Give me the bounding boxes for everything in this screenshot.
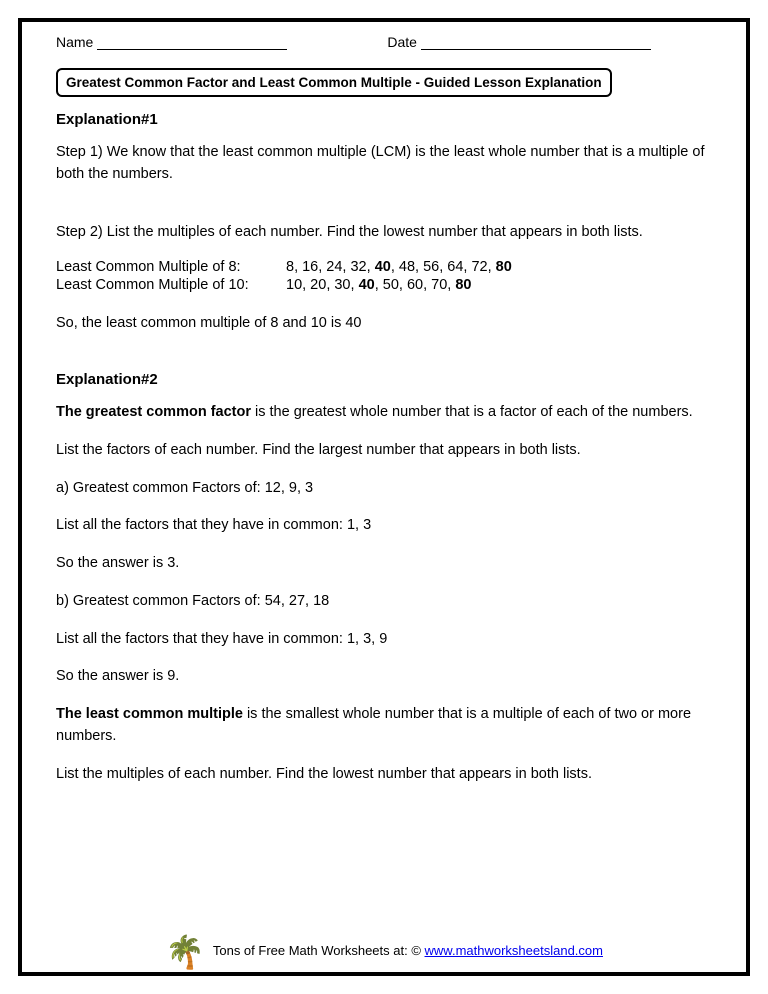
page: Name Date Greatest Common Factor and Lea… [0,0,768,994]
m8-seg-d: 80 [496,259,512,275]
lcm-bold: The least common multiple [56,706,243,722]
m10-seg-c: , 50, 60, 70, [375,277,456,293]
multiples-10-values: 10, 20, 30, 40, 50, 60, 70, 80 [286,277,471,293]
content-frame: Name Date Greatest Common Factor and Lea… [18,18,750,976]
date-label: Date [387,34,417,50]
explanation1-title: Explanation#1 [56,111,712,128]
name-field: Name [56,34,287,50]
footer-link[interactable]: www.mathworksheetsland.com [425,943,603,958]
lcm-definition: The least common multiple is the smalles… [56,704,712,748]
exp2-b2: List all the factors that they have in c… [56,629,712,651]
explanation2-title: Explanation#2 [56,371,712,388]
gcf-bold: The greatest common factor [56,404,251,420]
exp2-a1: a) Greatest common Factors of: 12, 9, 3 [56,478,712,500]
footer: 🌴 Tons of Free Math Worksheets at: © www… [22,934,746,966]
gcf-definition: The greatest common factor is the greate… [56,402,712,424]
gcf-rest: is the greatest whole number that is a f… [251,404,693,420]
multiples-8-row: Least Common Multiple of 8: 8, 16, 24, 3… [56,259,712,275]
exp2-b1: b) Greatest common Factors of: 54, 27, 1… [56,591,712,613]
date-blank[interactable] [421,35,651,50]
header-row: Name Date [56,34,712,50]
date-field: Date [387,34,651,50]
multiples-8-values: 8, 16, 24, 32, 40, 48, 56, 64, 72, 80 [286,259,512,275]
name-blank[interactable] [97,35,287,50]
exp2-a3: So the answer is 3. [56,553,712,575]
m8-seg-a: 8, 16, 24, 32, [286,259,375,275]
exp2-b3: So the answer is 9. [56,666,712,688]
exp1-step2: Step 2) List the multiples of each numbe… [56,222,712,244]
m10-seg-d: 80 [455,277,471,293]
m8-seg-b: 40 [375,259,391,275]
m10-seg-a: 10, 20, 30, [286,277,359,293]
multiples-10-row: Least Common Multiple of 10: 10, 20, 30,… [56,277,712,293]
list-multiples-instruction: List the multiples of each number. Find … [56,764,712,786]
m8-seg-c: , 48, 56, 64, 72, [391,259,496,275]
footer-prefix: Tons of Free Math Worksheets at: © [213,943,425,958]
footer-text: Tons of Free Math Worksheets at: © www.m… [213,943,603,958]
exp1-conclusion: So, the least common multiple of 8 and 1… [56,313,712,335]
lesson-title-box: Greatest Common Factor and Least Common … [56,68,612,97]
m10-seg-b: 40 [359,277,375,293]
exp1-step1: Step 1) We know that the least common mu… [56,142,712,186]
multiples-10-label: Least Common Multiple of 10: [56,277,286,293]
exp2-a2: List all the factors that they have in c… [56,515,712,537]
multiples-8-label: Least Common Multiple of 8: [56,259,286,275]
palm-tree-icon: 🌴 [165,936,205,968]
list-factors-instruction: List the factors of each number. Find th… [56,440,712,462]
name-label: Name [56,34,93,50]
